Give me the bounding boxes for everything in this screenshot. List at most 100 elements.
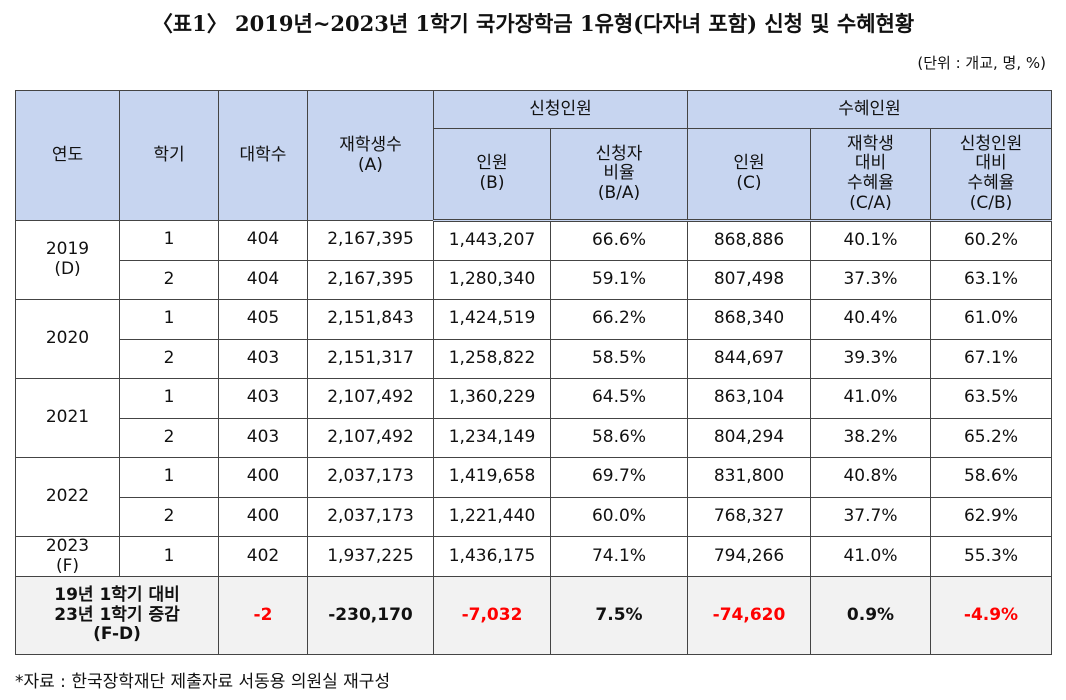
data-cell: 868,340 bbox=[687, 299, 811, 340]
data-cell: 2,107,492 bbox=[307, 417, 434, 458]
year-cell: 2020 bbox=[15, 299, 120, 379]
data-cell: 868,886 bbox=[687, 220, 811, 261]
data-cell: 2,151,317 bbox=[307, 338, 434, 379]
data-cell: 400 bbox=[218, 457, 308, 498]
data-row: 2 400 2,037,173 1,221,440 60.0% 768,327 37.7% 6… bbox=[16, 496, 1052, 537]
data-cell: 1,436,175 bbox=[433, 535, 551, 578]
summary-cell: 7.5% bbox=[550, 576, 688, 656]
data-cell: 1,258,822 bbox=[433, 338, 551, 379]
data-cell: 67.1% bbox=[930, 338, 1052, 379]
data-cell: 63.5% bbox=[930, 378, 1052, 419]
data-cell: 1,937,225 bbox=[307, 535, 434, 578]
data-cell: 1 bbox=[119, 220, 219, 261]
data-cell: 403 bbox=[218, 417, 308, 458]
data-cell: 403 bbox=[218, 378, 308, 419]
header-cell: 연도 bbox=[15, 90, 120, 221]
title: 〈표1〉 2019년~2023년 1학기 국가장학금 1유형(다자녀 포함) 신… bbox=[151, 11, 915, 36]
data-cell: 400 bbox=[218, 496, 308, 537]
header-cell: 수혜인원 bbox=[687, 90, 1052, 129]
table-head: 연도 학기 대학수 재학생수 (A) 신청인원 수혜인원 인원 (B) 신청자 비율 (B/A… bbox=[15, 90, 1052, 222]
data-cell: 38.2% bbox=[810, 417, 931, 458]
year-cell: 2023 (F) bbox=[15, 535, 120, 578]
header-cell: 신청자 비율 (B/A) bbox=[550, 128, 688, 222]
header-cell: 인원 (B) bbox=[433, 128, 551, 222]
footnote: *자료 : 한국장학재단 제출자료 서동용 의원실 재구성 bbox=[15, 672, 391, 692]
data-row: 2019 (D) 1 404 2,167,395 1,443,207 66.6% 868,8… bbox=[15, 220, 1052, 300]
year-cell: 2019 (D) bbox=[15, 220, 120, 300]
data-cell: 66.6% bbox=[550, 220, 688, 261]
header-cell: 재학생수 (A) bbox=[307, 90, 434, 221]
summary-cell: -7,032 bbox=[433, 576, 551, 656]
data-cell: 2,107,492 bbox=[307, 378, 434, 419]
data-cell: 60.2% bbox=[930, 220, 1052, 261]
data-cell: 2 bbox=[119, 496, 219, 537]
header-row: 연도 학기 대학수 재학생수 (A) 신청인원 수혜인원 bbox=[15, 90, 1052, 221]
data-cell: 403 bbox=[218, 338, 308, 379]
data-cell: 39.3% bbox=[810, 338, 931, 379]
header-row: 인원 (B) 신청자 비율 (B/A) 인원 (C) 재학생 대비 수혜율 (C/A)… bbox=[16, 128, 1052, 222]
data-cell: 58.5% bbox=[550, 338, 688, 379]
data-cell: 1 bbox=[119, 535, 219, 578]
data-cell: 63.1% bbox=[930, 259, 1052, 300]
data-cell: 863,104 bbox=[687, 378, 811, 419]
data-cell: 2 bbox=[119, 338, 219, 379]
data-cell: 405 bbox=[218, 299, 308, 340]
data-cell: 1,424,519 bbox=[433, 299, 551, 340]
header-cell: 신청인원 bbox=[433, 90, 688, 129]
data-cell: 2,151,843 bbox=[307, 299, 434, 340]
data-cell: 37.7% bbox=[810, 496, 931, 537]
header-cell: 대학수 bbox=[218, 90, 308, 221]
data-cell: 40.8% bbox=[810, 457, 931, 498]
data-cell: 402 bbox=[218, 535, 308, 578]
data-cell: 804,294 bbox=[687, 417, 811, 458]
data-cell: 60.0% bbox=[550, 496, 688, 537]
summary-cell: -74,620 bbox=[687, 576, 811, 656]
data-cell: 1,234,149 bbox=[433, 417, 551, 458]
data-cell: 66.2% bbox=[550, 299, 688, 340]
data-cell: 2 bbox=[119, 417, 219, 458]
summary-cell: 0.9% bbox=[810, 576, 931, 656]
table-body: 2019 (D) 1 404 2,167,395 1,443,207 66.6% 868,8… bbox=[15, 220, 1052, 656]
year-cell: 2022 bbox=[15, 457, 120, 537]
data-cell: 65.2% bbox=[930, 417, 1052, 458]
data-cell: 1 bbox=[119, 299, 219, 340]
header-cell: 학기 bbox=[119, 90, 219, 221]
data-row: 2022 1 400 2,037,173 1,419,658 69.7% 831,800 40… bbox=[15, 457, 1052, 537]
data-cell: 61.0% bbox=[930, 299, 1052, 340]
data-row: 2023 (F) 1 402 1,937,225 1,436,175 74.1% 794,2… bbox=[15, 535, 1052, 578]
data-cell: 1,443,207 bbox=[433, 220, 551, 261]
data-cell: 404 bbox=[218, 220, 308, 261]
summary-cell: -2 bbox=[218, 576, 308, 656]
data-cell: 40.4% bbox=[810, 299, 931, 340]
data-cell: 1,360,229 bbox=[433, 378, 551, 419]
data-cell: 58.6% bbox=[550, 417, 688, 458]
data-cell: 69.7% bbox=[550, 457, 688, 498]
data-row: 2020 1 405 2,151,843 1,424,519 66.2% 868,340 40… bbox=[15, 299, 1052, 379]
data-cell: 41.0% bbox=[810, 378, 931, 419]
data-cell: 59.1% bbox=[550, 259, 688, 300]
data-cell: 74.1% bbox=[550, 535, 688, 578]
header-cell: 인원 (C) bbox=[687, 128, 811, 222]
data-cell: 1 bbox=[119, 378, 219, 419]
data-cell: 844,697 bbox=[687, 338, 811, 379]
table: 연도 학기 대학수 재학생수 (A) 신청인원 수혜인원 인원 (B) 신청자 비율 (B/A… bbox=[15, 90, 1052, 656]
data-cell: 2,037,173 bbox=[307, 496, 434, 537]
summary-row: 19년 1학기 대비 23년 1학기 증감 (F-D) -2 -230,170 -7,… bbox=[15, 576, 1052, 656]
data-cell: 794,266 bbox=[687, 535, 811, 578]
data-cell: 55.3% bbox=[930, 535, 1052, 578]
data-cell: 2,167,395 bbox=[307, 259, 434, 300]
data-cell: 1,419,658 bbox=[433, 457, 551, 498]
data-cell: 37.3% bbox=[810, 259, 931, 300]
data-cell: 2 bbox=[119, 259, 219, 300]
data-cell: 58.6% bbox=[930, 457, 1052, 498]
data-row: 2021 1 403 2,107,492 1,360,229 64.5% 863,104 41… bbox=[15, 378, 1052, 458]
data-cell: 64.5% bbox=[550, 378, 688, 419]
header-cell: 신청인원 대비 수혜율 (C/B) bbox=[930, 128, 1052, 222]
summary-cell: -230,170 bbox=[307, 576, 434, 656]
data-row: 2 404 2,167,395 1,280,340 59.1% 807,498 37.3% 6… bbox=[16, 259, 1052, 300]
data-cell: 40.1% bbox=[810, 220, 931, 261]
data-cell: 1,280,340 bbox=[433, 259, 551, 300]
summary-label: 19년 1학기 대비 23년 1학기 증감 (F-D) bbox=[15, 576, 219, 656]
data-row: 2 403 2,151,317 1,258,822 58.5% 844,697 39.3% 6… bbox=[16, 338, 1052, 379]
